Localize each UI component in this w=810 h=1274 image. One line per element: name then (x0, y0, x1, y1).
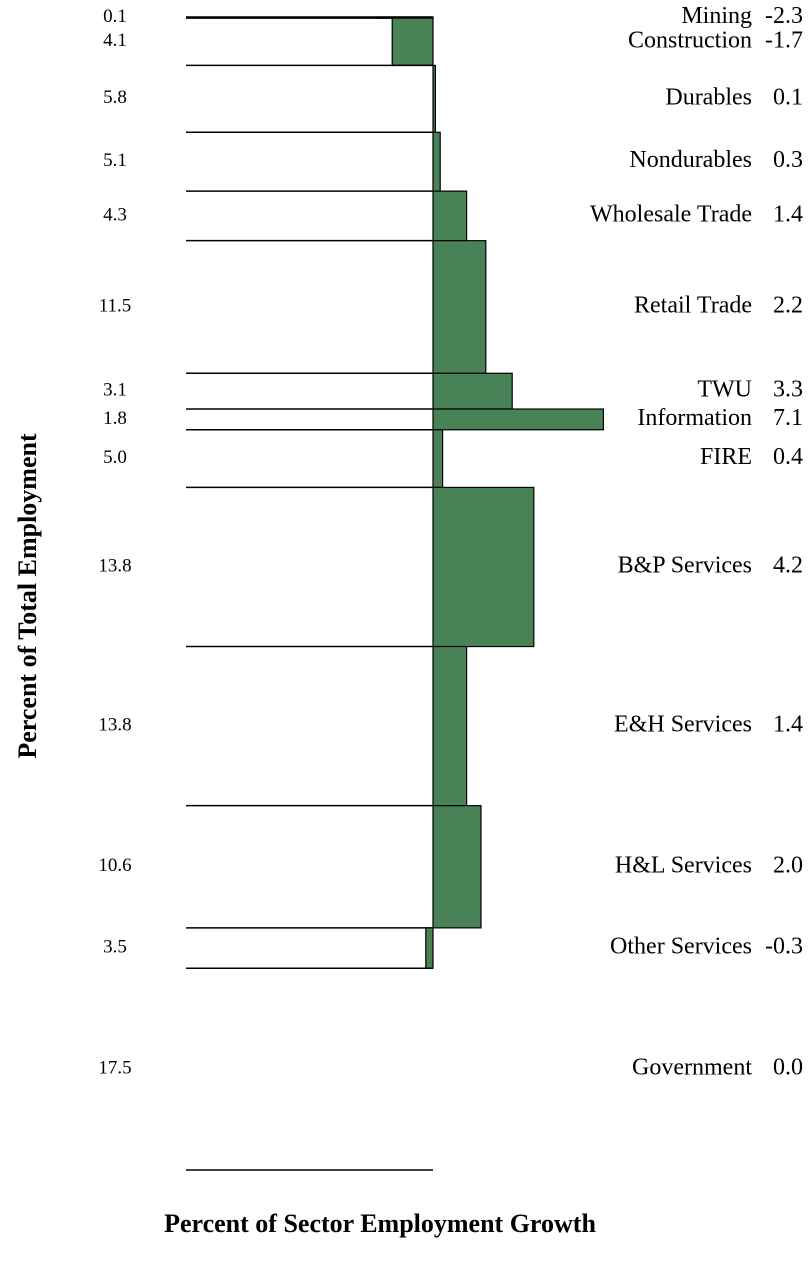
bar (432, 645, 468, 807)
category-label: Nondurables (629, 147, 752, 173)
bar (432, 805, 482, 929)
share-label: 17.5 (98, 1057, 131, 1078)
value-label: -1.7 (765, 27, 803, 53)
share-label: 13.8 (98, 714, 131, 735)
x-axis-title: Percent of Sector Employment Growth (164, 1209, 596, 1238)
category-label: TWU (697, 377, 752, 403)
category-label: Wholesale Trade (590, 201, 752, 227)
category-label: H&L Services (615, 852, 752, 878)
bar (432, 240, 487, 374)
share-label: 10.6 (98, 855, 131, 876)
share-label: 3.1 (103, 380, 127, 401)
bar (432, 131, 441, 192)
category-label: Mining (681, 3, 752, 29)
bar (432, 190, 468, 242)
category-label: FIRE (700, 444, 752, 470)
value-label: 1.4 (773, 712, 803, 738)
bar (432, 486, 535, 648)
share-label: 5.8 (103, 87, 127, 108)
value-label: 1.4 (773, 201, 803, 227)
bar (432, 64, 436, 133)
category-label: Information (637, 405, 752, 431)
share-label: 11.5 (99, 295, 132, 316)
value-label: 3.3 (773, 377, 803, 403)
bar (425, 927, 434, 969)
value-label: 0.4 (773, 444, 803, 470)
value-label: -0.3 (765, 934, 803, 960)
value-label: 2.0 (773, 852, 803, 878)
category-label: Construction (628, 27, 752, 53)
bar (432, 408, 604, 431)
category-label: E&H Services (614, 712, 752, 738)
share-label: 5.1 (103, 150, 127, 171)
share-label: 3.5 (103, 936, 127, 957)
category-label: Other Services (610, 934, 752, 960)
bar (391, 17, 434, 67)
share-label: 1.8 (103, 408, 127, 429)
y-axis-title: Percent of Total Employment (13, 433, 42, 759)
value-label: 0.0 (773, 1055, 803, 1081)
value-label: -2.3 (765, 3, 803, 29)
category-label: Retail Trade (634, 292, 752, 318)
value-label: 2.2 (773, 292, 803, 318)
category-label: B&P Services (618, 552, 752, 578)
category-label: Durables (665, 84, 752, 110)
share-label: 0.1 (103, 6, 127, 27)
share-label: 4.1 (103, 30, 127, 51)
value-label: 0.3 (773, 147, 803, 173)
bar (432, 429, 444, 489)
value-label: 7.1 (773, 405, 803, 431)
category-label: Government (632, 1055, 752, 1081)
share-label: 5.0 (103, 447, 127, 468)
value-label: 0.1 (773, 84, 803, 110)
share-label: 13.8 (98, 555, 131, 576)
bar (432, 372, 513, 410)
value-label: 4.2 (773, 552, 803, 578)
share-label: 4.3 (103, 204, 127, 225)
